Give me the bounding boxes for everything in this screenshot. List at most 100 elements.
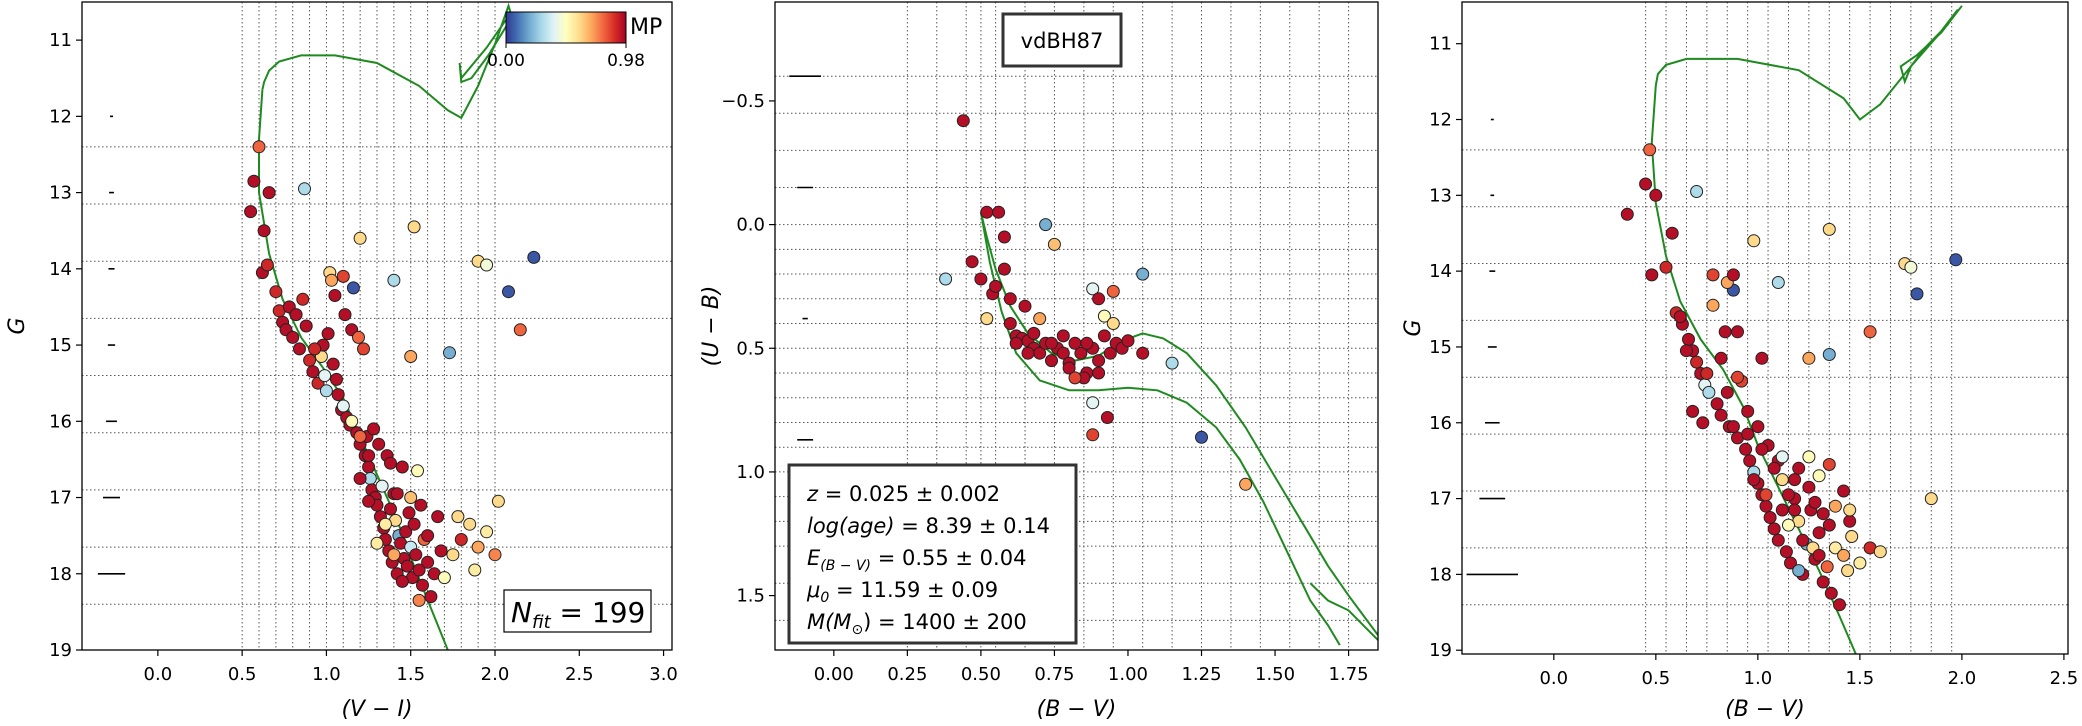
data-point xyxy=(404,350,418,363)
data-point xyxy=(328,289,342,302)
error-bars xyxy=(1466,118,1519,576)
error-bars xyxy=(789,75,822,441)
data-point xyxy=(331,388,345,402)
data-point xyxy=(1690,185,1704,198)
data-point xyxy=(260,258,274,272)
data-point xyxy=(1910,287,1924,301)
data-point xyxy=(1092,366,1106,380)
data-point xyxy=(1904,260,1918,274)
data-point xyxy=(384,456,397,470)
y-tick-label: 16 xyxy=(49,411,72,432)
y-tick-label: 13 xyxy=(49,183,72,204)
data-points xyxy=(244,140,541,607)
data-point xyxy=(1822,518,1836,532)
data-point xyxy=(1045,336,1058,350)
data-point xyxy=(421,529,435,543)
data-point xyxy=(1047,237,1061,251)
data-point xyxy=(1702,385,1716,399)
data-point xyxy=(269,285,283,299)
data-point xyxy=(1759,488,1773,502)
data-point xyxy=(1767,461,1781,475)
data-point xyxy=(289,308,303,322)
data-point xyxy=(480,525,494,539)
data-point xyxy=(352,330,365,344)
data-point xyxy=(965,255,979,269)
data-point xyxy=(1074,346,1088,360)
x-tick-label: 1.50 xyxy=(1255,664,1295,685)
data-point xyxy=(1755,351,1769,365)
data-point xyxy=(244,205,258,219)
plot-frame xyxy=(81,1,673,651)
colorbar-max-label: 0.98 xyxy=(607,51,645,71)
data-point xyxy=(1710,397,1724,411)
data-point xyxy=(513,323,527,337)
parameter-name: μ xyxy=(806,578,820,602)
data-point xyxy=(421,555,435,569)
y-axis-label: G xyxy=(1401,319,1426,336)
fit-parameters-frame xyxy=(787,463,1078,645)
parameter-name: E xyxy=(807,546,821,570)
data-point xyxy=(1009,336,1023,350)
data-point xyxy=(375,479,389,493)
plot-frame xyxy=(1461,1,2069,655)
data-point xyxy=(1045,354,1058,368)
x-tick-label: 2.5 xyxy=(565,664,594,685)
x-axis-label: (B − V) xyxy=(1725,697,1805,722)
data-point xyxy=(424,590,438,604)
data-point xyxy=(400,559,414,573)
parameter-name: z xyxy=(806,482,819,506)
y-tick-label: 0.5 xyxy=(736,338,765,359)
grid-lines xyxy=(1462,2,2068,654)
nfit-sub: fit xyxy=(532,612,552,633)
data-point xyxy=(1714,351,1728,365)
plot-frame xyxy=(774,1,1379,651)
data-point xyxy=(1682,332,1695,346)
y-tick-label: 12 xyxy=(49,106,72,127)
data-point xyxy=(1816,507,1830,521)
data-points xyxy=(939,114,1253,491)
data-point xyxy=(1812,526,1826,540)
x-tick-label: 1.25 xyxy=(1181,664,1221,685)
data-point xyxy=(1792,564,1806,578)
data-point xyxy=(299,319,313,333)
x-tick-label: 1.5 xyxy=(1846,668,1875,689)
x-tick-label: 0.5 xyxy=(1642,668,1671,689)
data-point xyxy=(1639,177,1653,191)
data-point xyxy=(1775,473,1789,487)
data-point xyxy=(412,593,426,607)
x-tick-label: 0.0 xyxy=(1539,668,1568,689)
data-point xyxy=(353,430,367,443)
isochrone-curve xyxy=(261,2,513,120)
data-point xyxy=(1039,218,1053,232)
data-point xyxy=(1741,404,1755,418)
y-axis-label: G xyxy=(5,317,30,334)
data-point xyxy=(1782,488,1795,502)
fit-parameter-line: M(M⊙) = 1400 ± 200 xyxy=(807,610,1027,638)
data-point xyxy=(1106,317,1120,330)
x-tick-label: 0.25 xyxy=(887,664,927,685)
data-point xyxy=(1106,284,1120,298)
data-point xyxy=(1086,428,1100,442)
data-point xyxy=(1092,354,1106,368)
x-tick-label: 1.00 xyxy=(1108,664,1148,685)
cluster-name-frame xyxy=(1001,12,1123,68)
data-point xyxy=(1796,533,1810,547)
data-point xyxy=(402,506,416,520)
data-point xyxy=(353,231,367,245)
data-point xyxy=(463,517,477,531)
error-bars xyxy=(97,115,126,575)
nfit-text: Nfit = 199 xyxy=(511,596,645,633)
data-point xyxy=(1097,309,1111,323)
y-tick-label: 16 xyxy=(1429,413,1452,434)
data-point xyxy=(407,517,421,531)
data-point xyxy=(1759,499,1773,513)
x-axis-label: (V − I) xyxy=(341,697,412,722)
data-point xyxy=(1853,556,1867,570)
data-point xyxy=(247,174,261,188)
data-point xyxy=(407,220,421,234)
data-point xyxy=(1843,503,1857,517)
data-point xyxy=(1103,346,1117,360)
x-tick-label: 0.5 xyxy=(228,664,257,685)
data-point xyxy=(1706,298,1720,312)
data-point xyxy=(1121,334,1135,348)
